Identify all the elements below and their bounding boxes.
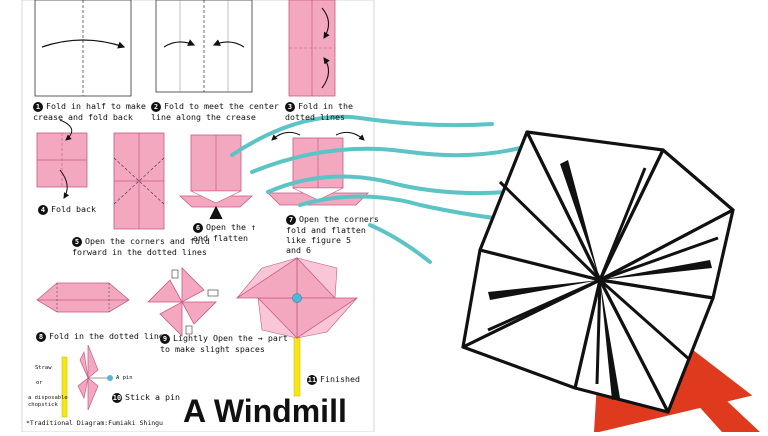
pin-annotation: A pin [116, 375, 133, 381]
step-3-label: 3 Fold in the dotted lines [285, 101, 353, 122]
diagram-title: A Windmill [183, 393, 347, 429]
step-6-label: 6 Open the ↑ and flatten [193, 222, 256, 243]
step-7-label: 7 Open the corners fold and flatten like … [286, 214, 379, 255]
or-annotation: or [36, 380, 43, 386]
diagram-credit: *Traditional Diagram:Fumiaki Shingu [26, 419, 163, 427]
step-11-label: 11 Finished [307, 374, 360, 385]
step-2-figure [155, 0, 253, 93]
step-9-figure [147, 267, 219, 337]
step-5-label: 5 Open the corners and fold forward in th… [72, 236, 210, 257]
straw-annotation: Straw [35, 365, 52, 371]
step-8-label: 8 Fold in the dotted line [36, 331, 164, 342]
step-10-figure [61, 344, 113, 418]
step-9-label: 9 Lightly Open the → part to make slight … [160, 333, 288, 354]
step-2-label: 2 Fold to meet the center line along the … [151, 101, 279, 122]
step-4-label: 4 Fold back [38, 204, 96, 215]
chopstick-annotation: a disposable chopstick [28, 395, 68, 408]
step-3-figure [288, 0, 336, 97]
step-10-label: 10 Stick a pin [112, 392, 180, 403]
step-11-figure [235, 256, 359, 397]
step-8-figure [36, 282, 130, 313]
step-5-figure [113, 132, 165, 230]
step-4-figure [36, 119, 88, 199]
step-1-figure [34, 0, 132, 97]
step-6-figure [178, 134, 254, 219]
windmill-drawing [461, 130, 760, 434]
